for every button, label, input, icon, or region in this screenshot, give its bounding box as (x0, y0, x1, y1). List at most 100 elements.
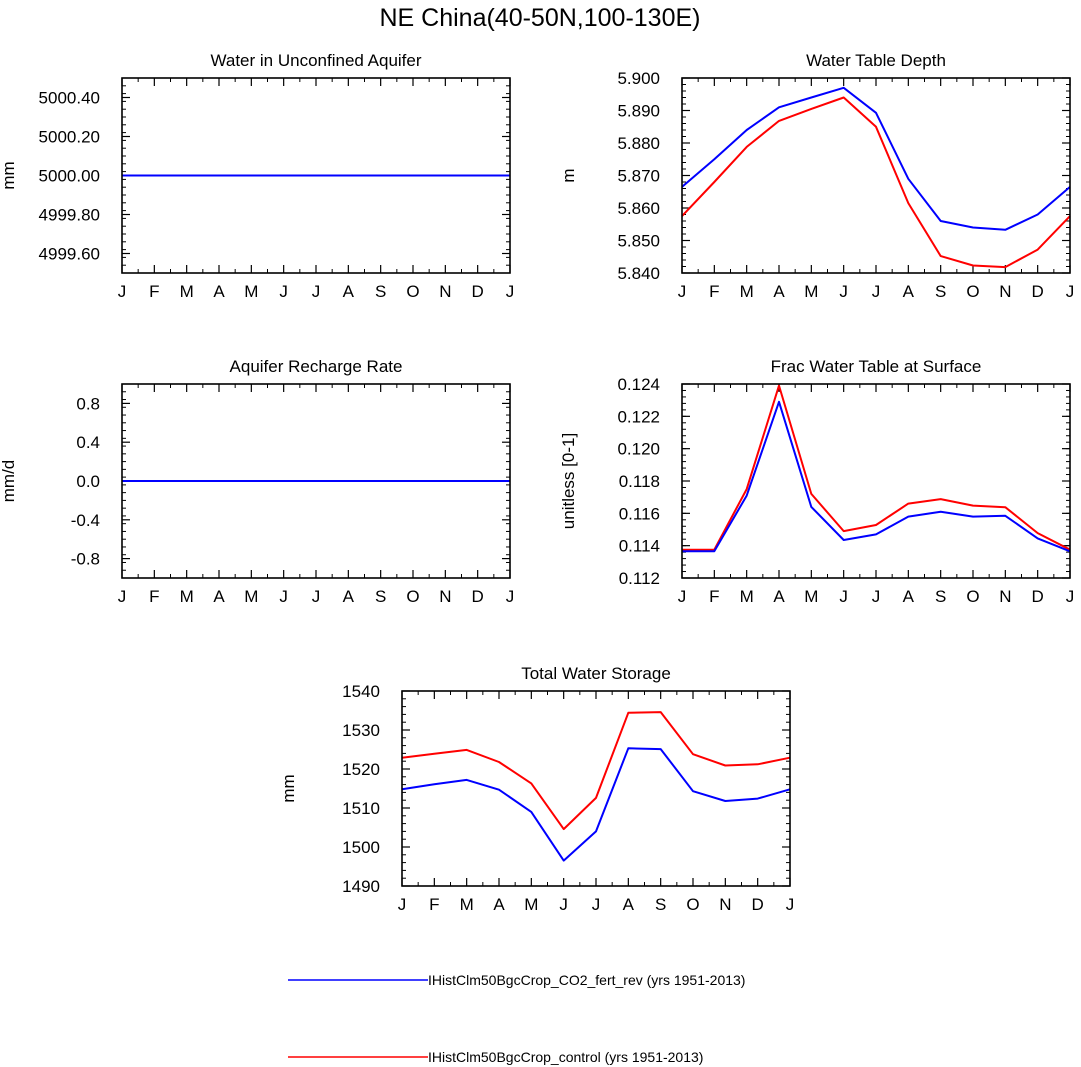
x-tick-label: M (524, 895, 538, 914)
x-tick-label: S (935, 282, 946, 301)
plot-frame (681, 383, 1071, 579)
x-tick-label: J (678, 282, 687, 301)
y-axis-label: mm/d (0, 460, 18, 503)
x-tick-label: N (719, 895, 731, 914)
plot-frame (681, 77, 1071, 274)
y-tick-label: 4999.60 (39, 245, 100, 264)
x-tick-label: J (839, 587, 848, 606)
x-tick-label: A (903, 587, 915, 606)
x-tick-label: M (244, 587, 258, 606)
y-tick-label: 5000.00 (39, 167, 100, 186)
x-tick-label: N (439, 587, 451, 606)
y-tick-label: 5.890 (617, 102, 660, 121)
x-tick-label: N (439, 282, 451, 301)
y-tick-label: 1510 (342, 799, 380, 818)
y-tick-label: 5.850 (617, 232, 660, 251)
x-tick-label: O (406, 282, 419, 301)
chart-title: Frac Water Table at Surface (771, 357, 982, 376)
x-tick-label: M (804, 282, 818, 301)
series-line (681, 86, 1071, 231)
series-line (401, 711, 791, 831)
x-tick-label: J (872, 587, 881, 606)
legend-label-series-b: IHistClm50BgcCrop_control (yrs 1951-2013… (428, 1049, 703, 1065)
series-line (401, 747, 791, 862)
x-tick-label: F (709, 282, 719, 301)
x-tick-label: S (375, 587, 386, 606)
x-tick-label: F (149, 282, 159, 301)
y-tick-label: 5.840 (617, 264, 660, 283)
x-tick-label: A (773, 282, 785, 301)
x-tick-label: J (786, 895, 795, 914)
y-tick-label: 0.118 (619, 472, 660, 491)
y-tick-label: 5000.40 (39, 89, 100, 108)
x-tick-label: M (460, 895, 474, 914)
x-tick-label: N (999, 282, 1011, 301)
plot-frame (121, 77, 511, 274)
series-line (682, 384, 1071, 551)
x-tick-label: J (559, 895, 568, 914)
x-tick-label: J (1066, 282, 1075, 301)
y-tick-label: 0.4 (76, 433, 100, 452)
y-tick-label: 5.900 (617, 69, 660, 88)
legend-label-series-a: IHistClm50BgcCrop_CO2_fert_rev (yrs 1951… (428, 972, 745, 988)
x-tick-label: J (279, 587, 288, 606)
y-tick-label: 5.870 (617, 167, 660, 186)
x-tick-label: J (312, 587, 321, 606)
x-tick-label: D (752, 895, 764, 914)
y-tick-label: 0.8 (76, 394, 100, 413)
y-tick-label: 0.112 (619, 569, 660, 588)
y-tick-label: 0.124 (617, 375, 660, 394)
x-tick-label: O (966, 282, 979, 301)
y-tick-label: 4999.80 (39, 206, 100, 225)
x-tick-label: J (506, 587, 515, 606)
x-tick-label: F (429, 895, 439, 914)
y-tick-label: 1490 (342, 877, 380, 896)
chart-panel-4: Frac Water Table at Surface unitless [0-1… (559, 357, 1074, 606)
y-axis-label: m (559, 168, 578, 182)
series-line (682, 400, 1071, 553)
y-axis-label: mm (279, 774, 298, 802)
x-tick-label: J (312, 282, 321, 301)
y-tick-label: 0.120 (617, 440, 660, 459)
series-line (681, 96, 1071, 269)
x-tick-label: J (839, 282, 848, 301)
x-tick-label: J (506, 282, 515, 301)
y-tick-label: -0.4 (71, 511, 100, 530)
x-tick-label: A (903, 282, 915, 301)
x-tick-label: F (149, 587, 159, 606)
x-tick-label: O (966, 587, 979, 606)
x-tick-label: A (493, 895, 505, 914)
y-tick-label: 1540 (342, 682, 380, 701)
x-tick-label: J (678, 587, 687, 606)
x-tick-label: J (398, 895, 407, 914)
x-tick-label: S (935, 587, 946, 606)
x-tick-label: N (999, 587, 1011, 606)
y-tick-label: 0.116 (619, 504, 660, 523)
x-tick-label: A (773, 587, 785, 606)
x-tick-label: D (472, 587, 484, 606)
x-tick-label: A (213, 587, 225, 606)
y-tick-label: 0.114 (619, 537, 660, 556)
x-tick-label: D (472, 282, 484, 301)
y-axis-label: unitless [0-1] (559, 433, 578, 529)
y-tick-label: 1500 (342, 838, 380, 857)
legend: IHistClm50BgcCrop_CO2_fert_rev (yrs 1951… (288, 972, 745, 1065)
chart-title: Aquifer Recharge Rate (230, 357, 403, 376)
x-tick-label: J (592, 895, 601, 914)
y-tick-label: 5.880 (617, 134, 660, 153)
x-tick-label: O (686, 895, 699, 914)
x-tick-label: M (804, 587, 818, 606)
x-tick-label: M (180, 282, 194, 301)
chart-title: Total Water Storage (521, 664, 671, 683)
x-tick-label: A (343, 587, 355, 606)
y-axis-label: mm (0, 161, 18, 189)
x-tick-label: A (623, 895, 635, 914)
x-tick-label: A (213, 282, 225, 301)
chart-title: Water in Unconfined Aquifer (210, 51, 421, 70)
y-tick-label: 5000.20 (39, 128, 100, 147)
